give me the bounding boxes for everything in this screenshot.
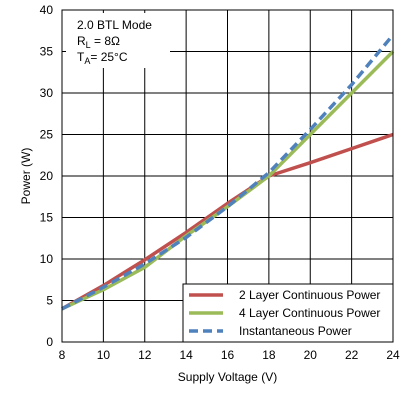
y-tick-label: 0 [46, 335, 53, 349]
series-line-3 [61, 33, 395, 311]
x-tick-label: 22 [345, 348, 359, 362]
y-tick-label: 15 [40, 211, 54, 225]
x-tick-label: 10 [97, 348, 111, 362]
annotation-mode: 2.0 BTL Mode [77, 18, 152, 32]
y-tick-label: 35 [40, 45, 54, 59]
x-tick-label: 12 [138, 348, 152, 362]
x-tick-label: 18 [262, 348, 276, 362]
x-tick-label: 16 [221, 348, 235, 362]
y-tick-label: 30 [40, 86, 54, 100]
legend-label-1: 2 Layer Continuous Power [239, 288, 380, 302]
conditions-annotation: 2.0 BTL Mode RL = 8Ω TA= 25°C [66, 13, 170, 68]
legend-label-2: 4 Layer Continuous Power [239, 306, 380, 320]
x-tick-label: 24 [386, 348, 400, 362]
y-axis-label: Power (W) [19, 148, 33, 205]
annotation-temperature: TA= 25°C [77, 50, 128, 66]
y-tick-label: 40 [40, 3, 54, 17]
annotation-load: RL = 8Ω [77, 34, 120, 50]
series-line-1 [61, 132, 394, 311]
x-tick-label: 8 [59, 348, 66, 362]
x-tick-label: 20 [304, 348, 318, 362]
y-tick-labels: 0 5 10 15 20 25 30 35 40 [40, 3, 54, 349]
series-line-2 [61, 50, 395, 311]
y-tick-label: 10 [40, 252, 54, 266]
x-tick-label: 14 [179, 348, 193, 362]
x-axis-label: Supply Voltage (V) [178, 370, 277, 384]
x-tick-labels: 8 10 12 14 16 18 20 22 24 [59, 348, 400, 362]
y-tick-label: 5 [46, 294, 53, 308]
y-tick-label: 20 [40, 169, 54, 183]
y-tick-label: 25 [40, 128, 54, 142]
series-layer [61, 33, 395, 311]
legend: 2 Layer Continuous Power 4 Layer Continuo… [182, 283, 394, 343]
legend-label-3: Instantaneous Power [239, 324, 352, 338]
